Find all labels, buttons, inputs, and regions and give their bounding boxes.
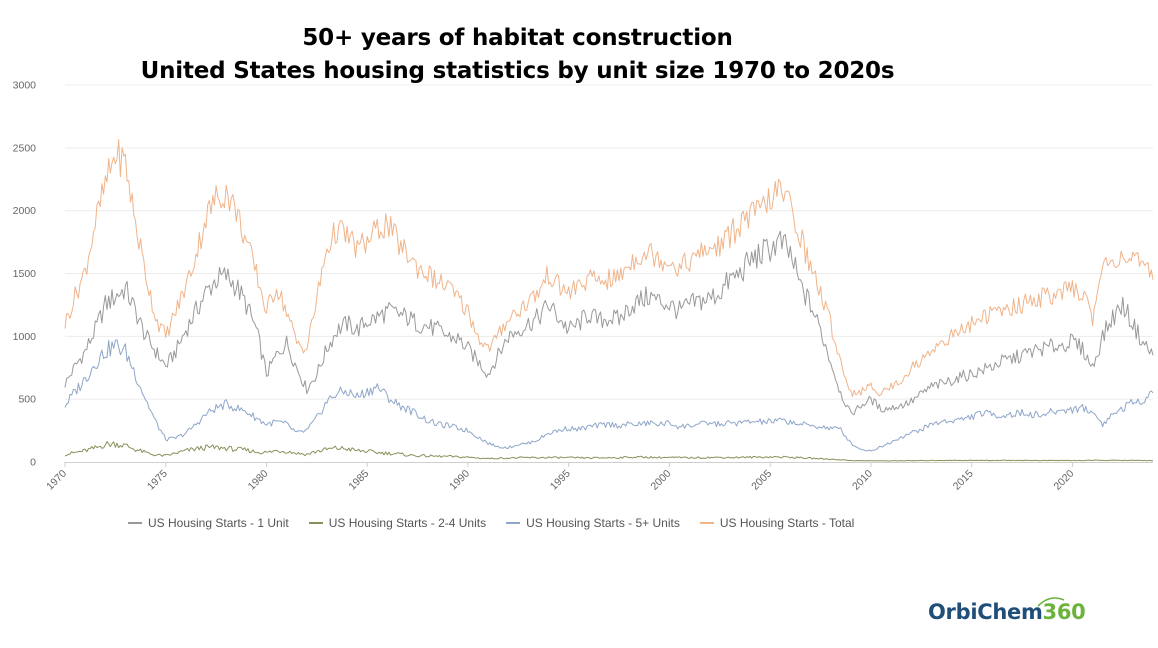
series-line	[64, 441, 1154, 462]
x-tick-label: 1995	[548, 468, 573, 493]
x-tick-label: 2010	[850, 468, 875, 493]
x-tick-label: 2020	[1052, 468, 1077, 493]
x-tick-label: 2015	[951, 468, 976, 493]
chart-legend: US Housing Starts - 1 Unit US Housing Sta…	[128, 516, 874, 530]
legend-swatch	[699, 522, 714, 524]
series-line	[64, 139, 1154, 397]
logo-swoosh-icon	[1037, 597, 1065, 607]
logo-text-orbichem: OrbiChem	[928, 600, 1043, 624]
x-tick-label: 1990	[447, 468, 472, 493]
y-tick-label: 3000	[13, 80, 37, 92]
y-tick-label: 2000	[13, 205, 37, 217]
legend-item[interactable]: US Housing Starts - 2-4 Units	[308, 516, 487, 530]
x-tick-label: 2005	[749, 468, 774, 493]
legend-label: US Housing Starts - 2-4 Units	[328, 516, 487, 530]
chart-title-line-1: 50+ years of habitat construction	[302, 25, 733, 51]
legend-label: US Housing Starts - 1 Unit	[148, 516, 289, 530]
legend-item[interactable]: US Housing Starts - 5+ Units	[506, 516, 680, 530]
x-tick-label: 2000	[649, 468, 674, 493]
y-tick-label: 1000	[13, 331, 37, 343]
orbichem360-logo: OrbiChem360	[928, 597, 1086, 624]
legend-swatch	[128, 522, 142, 524]
grid-layer	[65, 84, 1153, 400]
y-tick-label: 500	[18, 394, 36, 406]
legend-item[interactable]: US Housing Starts - Total	[699, 516, 855, 530]
legend-label: US Housing Starts - 5+ Units	[526, 516, 680, 530]
logo-text-360: 360	[1042, 600, 1086, 624]
legend-label: US Housing Starts - Total	[719, 516, 855, 530]
series-line	[64, 230, 1154, 415]
chart-title: 50+ years of habitat construction United…	[0, 22, 1035, 88]
x-axis: 1970 1975 1980 1985 1990 1995 2000 2005 2010 2015…	[44, 462, 1153, 493]
chart-title-line-2: United States housing statistics by unit…	[140, 58, 895, 84]
series-layer	[64, 139, 1154, 462]
y-tick-label: 1500	[13, 268, 37, 280]
x-tick-label: 1985	[346, 468, 371, 493]
x-tick-label: 1970	[44, 468, 69, 493]
x-tick-label: 1975	[145, 468, 170, 493]
y-tick-label: 0	[30, 457, 36, 469]
series-line	[64, 339, 1154, 452]
legend-swatch	[308, 522, 323, 524]
legend-item[interactable]: US Housing Starts - 1 Unit	[128, 516, 289, 530]
x-tick-label: 1980	[246, 468, 271, 493]
legend-swatch	[506, 522, 521, 524]
y-tick-label: 2500	[13, 142, 37, 154]
y-axis: 0 500 1000 1500 2000 2500 3000	[13, 80, 37, 469]
